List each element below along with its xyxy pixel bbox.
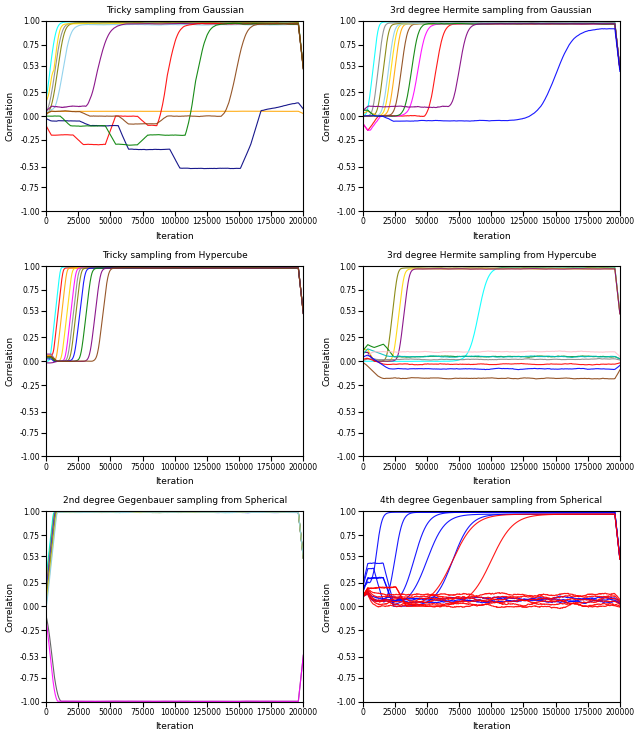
Title: 2nd degree Gegenbauer sampling from Spherical: 2nd degree Gegenbauer sampling from Sphe… [63, 496, 287, 505]
Title: 3rd degree Hermite sampling from Gaussian: 3rd degree Hermite sampling from Gaussia… [390, 6, 592, 15]
X-axis label: Iteration: Iteration [472, 478, 511, 486]
Y-axis label: Correlation: Correlation [6, 581, 15, 632]
Title: Tricky sampling from Hypercube: Tricky sampling from Hypercube [102, 251, 248, 259]
Title: Tricky sampling from Gaussian: Tricky sampling from Gaussian [106, 6, 244, 15]
Title: 3rd degree Hermite sampling from Hypercube: 3rd degree Hermite sampling from Hypercu… [387, 251, 596, 259]
X-axis label: Iteration: Iteration [472, 722, 511, 731]
Title: 4th degree Gegenbauer sampling from Spherical: 4th degree Gegenbauer sampling from Sphe… [380, 496, 602, 505]
Y-axis label: Correlation: Correlation [6, 91, 15, 141]
Y-axis label: Correlation: Correlation [6, 336, 15, 386]
X-axis label: Iteration: Iteration [156, 722, 194, 731]
Y-axis label: Correlation: Correlation [322, 581, 331, 632]
X-axis label: Iteration: Iteration [156, 478, 194, 486]
Y-axis label: Correlation: Correlation [322, 336, 331, 386]
X-axis label: Iteration: Iteration [472, 232, 511, 241]
Y-axis label: Correlation: Correlation [322, 91, 331, 141]
X-axis label: Iteration: Iteration [156, 232, 194, 241]
